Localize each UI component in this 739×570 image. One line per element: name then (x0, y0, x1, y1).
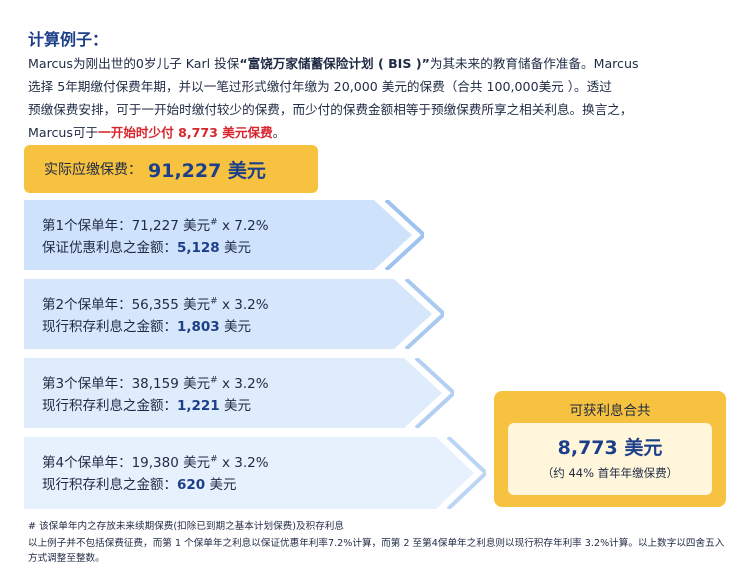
arrow-shape-2 (24, 279, 444, 349)
policy-year-1-calc: 第1个保单年：71,227 美元# x 7.2% (42, 217, 269, 235)
actual-premium-label: 实际应缴保费： (44, 162, 142, 178)
intro-text-4: 预缴保费安排，可于一开始时缴付较少的保费，而少付的保费金额相等于预缴保费所享之相… (28, 102, 633, 117)
intro-text-6: 。 (272, 125, 286, 140)
total-interest-note: （约 44% 首年年缴保费） (541, 466, 679, 480)
intro-paragraph: Marcus为刚出世的0岁儿子 Karl 投保“富饶万家储蓄保险计划 ( BIS… (28, 52, 733, 144)
policy-year-3-calc: 第3个保单年：38,159 美元# x 3.2% (42, 375, 269, 393)
intro-text-1: Marcus为刚出世的0岁儿子 Karl 投保 (28, 56, 240, 71)
page-title: 计算例子： (28, 30, 109, 49)
total-interest-amount: 8,773 美元 (557, 437, 663, 459)
intro-text-3: 选择 5年期缴付保费年期，并以一笔过形式缴付年缴为 20,000 美元的保费（合… (28, 79, 612, 94)
policy-year-4-interest: 现行积存利息之金额：620 美元 (42, 477, 237, 493)
footnote-disclaimer: 以上例子并不包括保费征费，而第 1 个保单年之利息以保证优惠年利率7.2%计算，… (28, 538, 725, 564)
total-interest-label: 可获利息合共 (569, 403, 651, 419)
footnote-mark: # 该保单年内之存放未来续期保费(扣除已到期之基本计划保费)及积存利息 (28, 521, 344, 532)
actual-premium-box: 实际应缴保费： 91,227 美元 (24, 145, 318, 193)
arrow-shape-4 (24, 437, 486, 509)
policy-year-3-interest: 现行积存利息之金额：1,221 美元 (42, 398, 251, 414)
total-interest-inner: 8,773 美元 （约 44% 首年年缴保费） (508, 423, 712, 495)
policy-year-2-interest: 现行积存利息之金额：1,803 美元 (42, 319, 251, 335)
total-interest-box: 可获利息合共 8,773 美元 （约 44% 首年年缴保费） (494, 391, 726, 507)
arrow-shape-3 (24, 358, 454, 428)
policy-year-4-calc: 第4个保单年：19,380 美元# x 3.2% (42, 454, 269, 472)
arrow-shape-1 (24, 200, 424, 270)
intro-text-2: 为其未来的教育储备作准备。Marcus (429, 56, 639, 71)
actual-premium-value: 91,227 美元 (148, 159, 266, 182)
policy-year-1-interest: 保证优惠利息之金额：5,128 美元 (42, 240, 251, 256)
intro-highlight: 一开始时少付 8,773 美元保费 (98, 125, 273, 140)
intro-product-name: “富饶万家储蓄保险计划 ( BIS )” (239, 56, 430, 71)
policy-year-2-calc: 第2个保单年：56,355 美元# x 3.2% (42, 296, 269, 314)
intro-text-5: Marcus可于 (28, 125, 99, 140)
